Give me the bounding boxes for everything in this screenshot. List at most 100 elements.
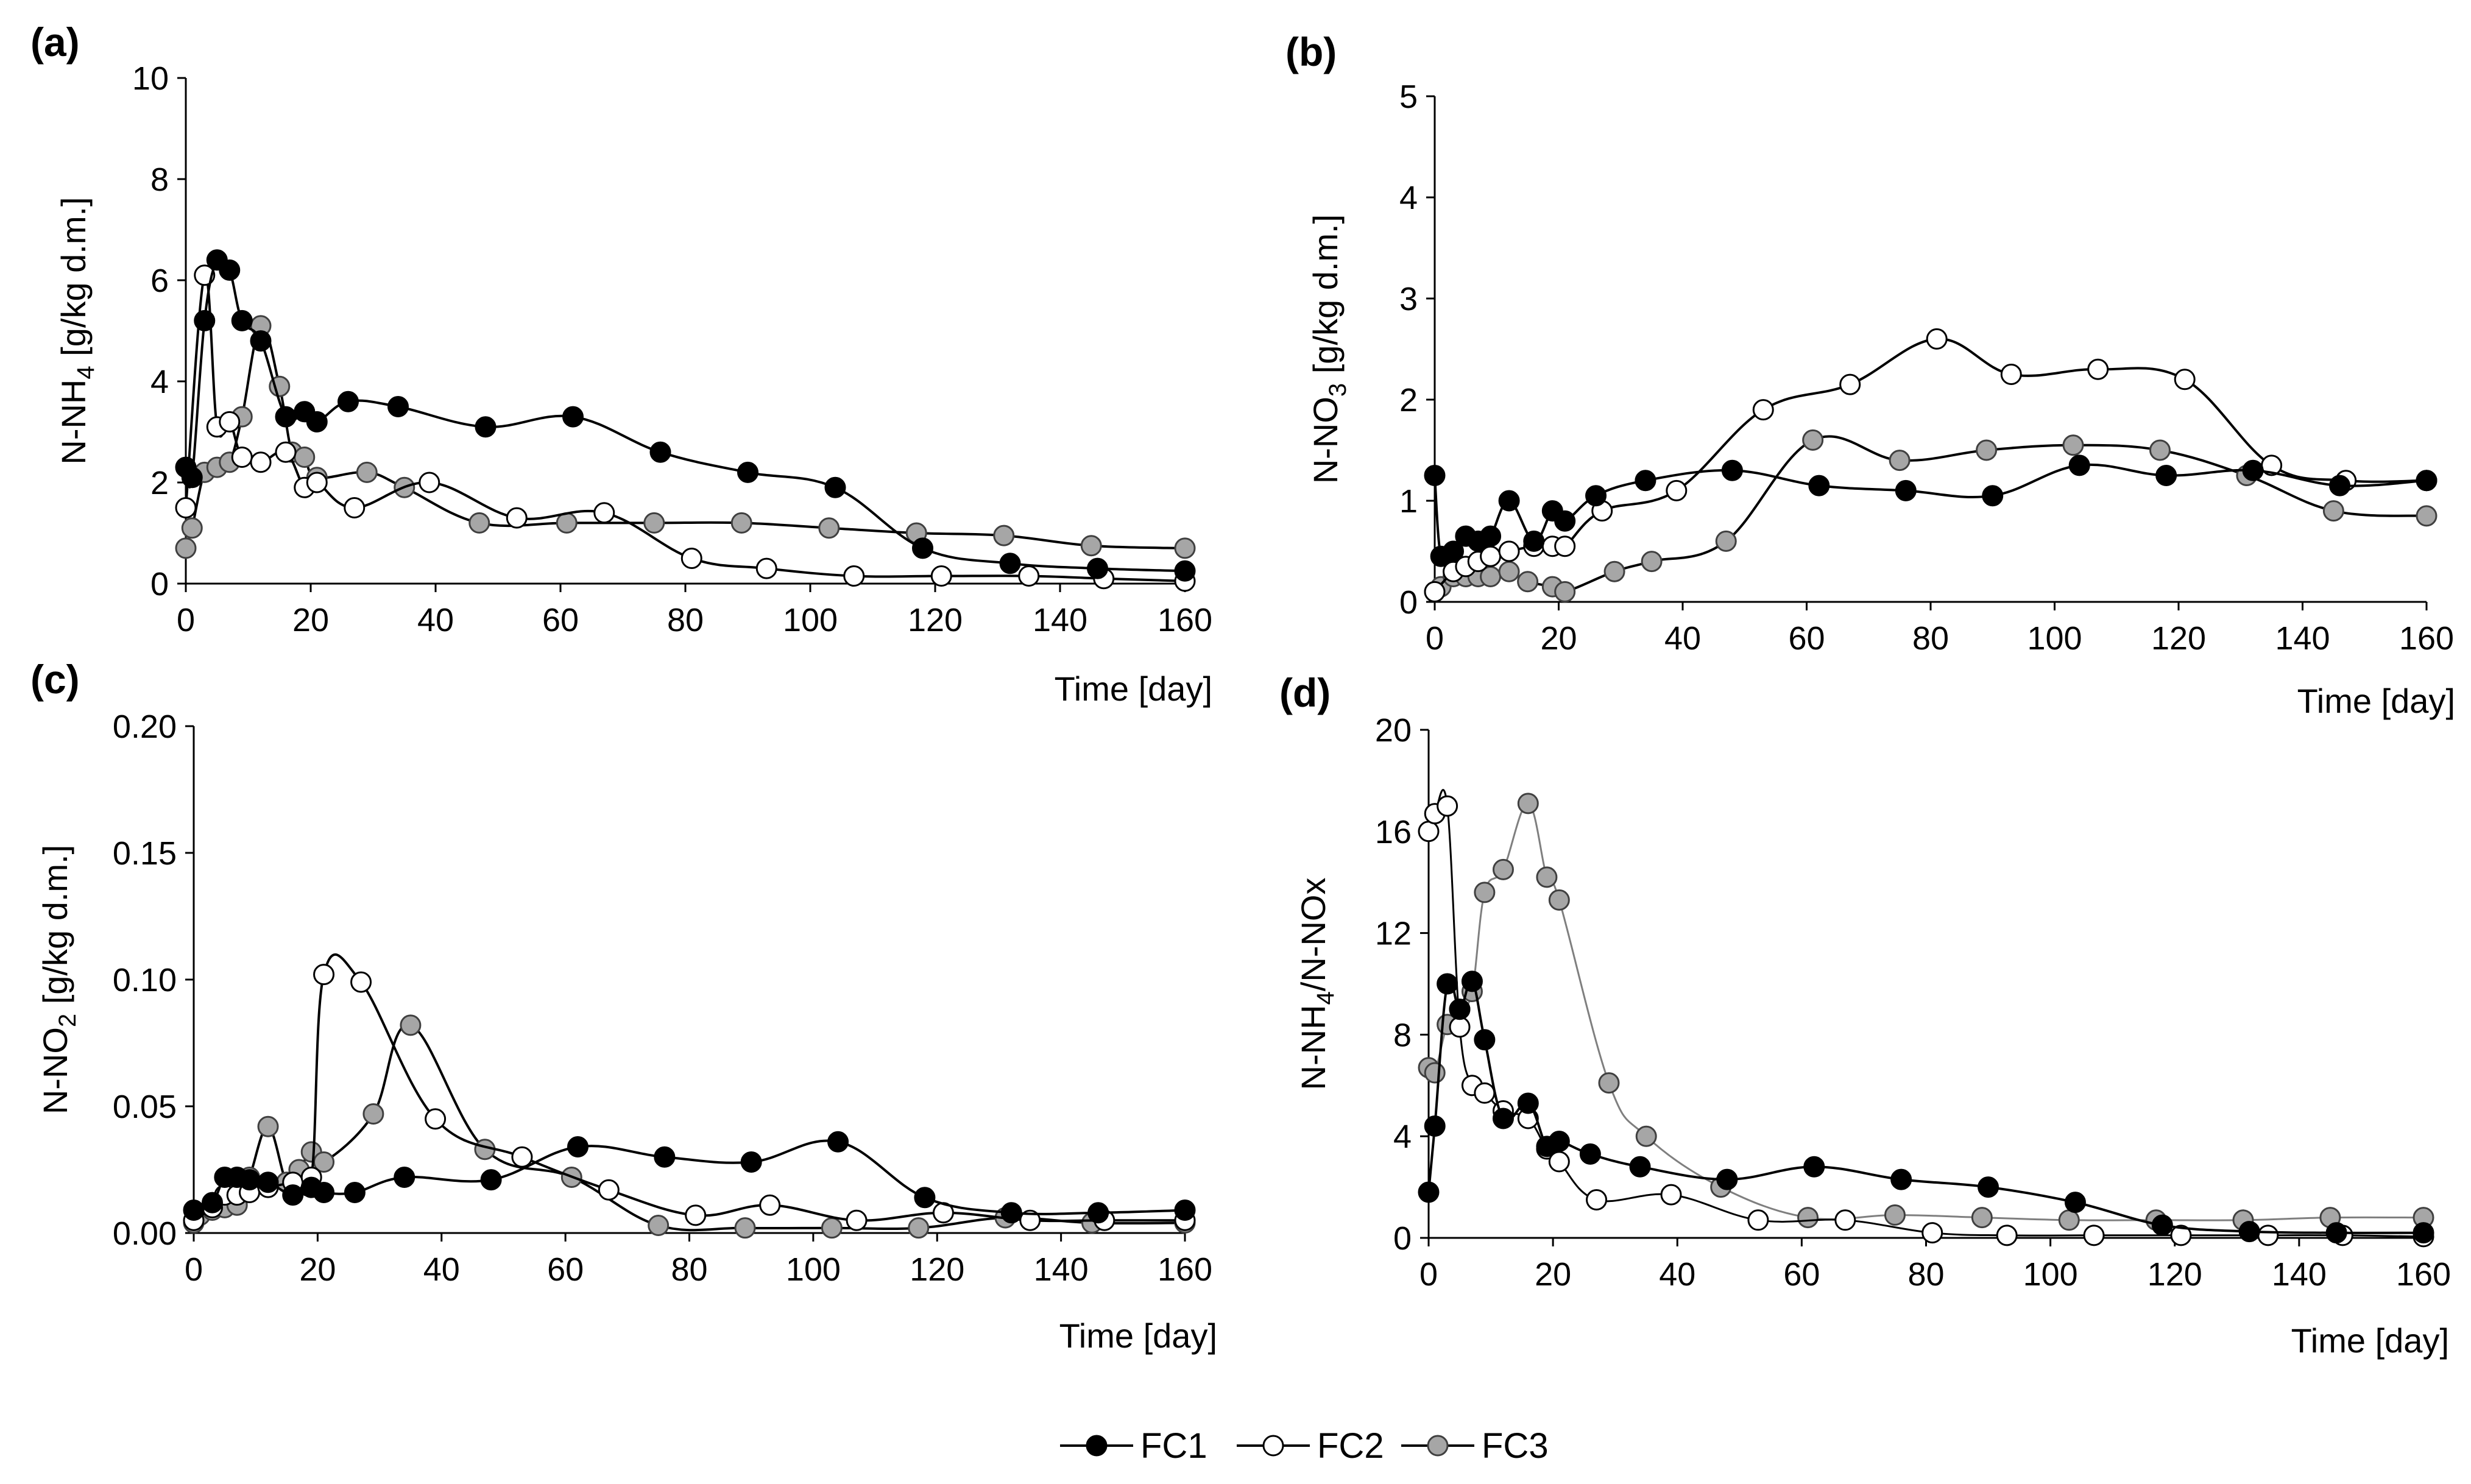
x-tick-label: 160 bbox=[2396, 1256, 2451, 1293]
x-tick-label: 120 bbox=[910, 1251, 964, 1288]
data-point-fc2 bbox=[175, 497, 197, 518]
x-axis-title: Time [day] bbox=[1059, 1316, 1217, 1355]
data-point-fc3 bbox=[175, 537, 197, 559]
data-point-fc2 bbox=[593, 502, 615, 524]
y-tick-label: 4 bbox=[150, 364, 169, 400]
x-tick-label: 160 bbox=[1158, 602, 1212, 638]
y-tick-label: 12 bbox=[1375, 916, 1412, 952]
data-point-fc2 bbox=[350, 971, 372, 993]
data-point-fc2 bbox=[843, 565, 865, 587]
y-tick-label: 16 bbox=[1375, 814, 1412, 850]
panel-d: (d) 0 20 40 60 80 100 120 140 160 0 4 8 12 16 20 Time [d… bbox=[1279, 670, 2451, 1360]
panel-label: (c) bbox=[30, 657, 80, 702]
data-point-fc1 bbox=[1890, 1168, 1912, 1190]
series-fc2 bbox=[183, 953, 1196, 1231]
data-point-fc1 bbox=[1480, 525, 1502, 547]
y-tick-label: 0.15 bbox=[113, 835, 177, 872]
data-point-fc3 bbox=[257, 1115, 279, 1137]
x-tick-label: 0 bbox=[1426, 620, 1444, 657]
data-point-fc3 bbox=[356, 461, 378, 483]
series-line-fc1 bbox=[193, 1139, 1186, 1215]
data-point-fc1 bbox=[1808, 475, 1830, 496]
data-point-fc1 bbox=[1474, 1029, 1496, 1051]
panel-b: (b) 0 20 40 60 80 100 120 140 160 0 1 2 3 4 5 Time [day]… bbox=[1285, 29, 2455, 720]
data-point-fc2 bbox=[219, 411, 241, 433]
data-point-fc2 bbox=[1586, 1189, 1608, 1210]
data-point-fc1 bbox=[338, 390, 359, 412]
data-point-fc3 bbox=[181, 517, 203, 539]
data-point-fc2 bbox=[1660, 1184, 1682, 1206]
data-point-fc1 bbox=[2064, 1192, 2086, 1214]
data-point-fc3 bbox=[1498, 560, 1520, 582]
data-point-fc1 bbox=[2068, 454, 2090, 476]
data-point-fc1 bbox=[257, 1171, 279, 1193]
data-point-fc1 bbox=[649, 441, 671, 463]
panel-label: (d) bbox=[1279, 670, 1331, 715]
data-point-fc1 bbox=[194, 309, 216, 331]
data-point-fc1 bbox=[1418, 1181, 1440, 1203]
data-point-fc3 bbox=[2416, 505, 2437, 527]
data-point-fc3 bbox=[1517, 571, 1539, 593]
data-point-fc1 bbox=[1517, 1092, 1539, 1114]
data-point-fc1 bbox=[2413, 1222, 2434, 1244]
y-tick-label: 8 bbox=[150, 161, 169, 198]
data-point-fc2 bbox=[511, 1146, 533, 1168]
data-point-fc1 bbox=[912, 537, 933, 559]
series-fc2 bbox=[1418, 789, 2434, 1248]
data-point-fc2 bbox=[680, 548, 702, 569]
x-tick-label: 60 bbox=[547, 1251, 584, 1288]
data-point-fc3 bbox=[1536, 866, 1558, 888]
data-point-fc1 bbox=[1982, 485, 2004, 507]
data-point-fc1 bbox=[1424, 465, 1446, 486]
x-tick-label: 100 bbox=[786, 1251, 841, 1288]
data-point-fc1 bbox=[999, 553, 1021, 574]
data-point-fc1 bbox=[1523, 530, 1545, 552]
data-point-fc1 bbox=[1000, 1202, 1022, 1224]
data-point-fc2 bbox=[1921, 1222, 1943, 1244]
data-point-fc1 bbox=[1461, 970, 1483, 992]
data-point-fc1 bbox=[737, 461, 758, 483]
data-point-fc1 bbox=[344, 1181, 366, 1203]
x-tick-label: 60 bbox=[542, 602, 579, 638]
legend-marker bbox=[1262, 1435, 1284, 1457]
x-tick-label: 140 bbox=[1033, 602, 1087, 638]
data-point-fc1 bbox=[1443, 540, 1465, 562]
data-point-fc1 bbox=[1449, 998, 1471, 1020]
data-point-fc2 bbox=[1019, 1209, 1041, 1231]
data-point-fc2 bbox=[1474, 1082, 1496, 1104]
series-fc1 bbox=[1418, 970, 2434, 1244]
data-point-fc1 bbox=[2325, 1222, 2347, 1244]
x-tick-label: 120 bbox=[908, 602, 963, 638]
legend-label: FC2 bbox=[1317, 1426, 1384, 1466]
data-point-fc3 bbox=[993, 525, 1015, 546]
data-point-fc1 bbox=[1437, 973, 1458, 995]
series-fc2 bbox=[175, 264, 1196, 592]
data-point-fc3 bbox=[648, 1215, 670, 1237]
data-point-fc2 bbox=[250, 451, 272, 473]
y-tick-label: 0 bbox=[1399, 584, 1418, 621]
series-fc3 bbox=[175, 315, 1196, 559]
data-point-fc1 bbox=[282, 1184, 304, 1206]
data-point-fc2 bbox=[1424, 581, 1446, 602]
data-point-fc1 bbox=[275, 406, 297, 428]
x-tick-label: 40 bbox=[1659, 1256, 1695, 1293]
data-point-fc3 bbox=[734, 1217, 756, 1239]
series-line-fc3 bbox=[185, 324, 1186, 549]
x-tick-label: 80 bbox=[671, 1251, 707, 1288]
data-point-fc3 bbox=[818, 517, 840, 539]
panel-label: (a) bbox=[30, 19, 80, 65]
data-point-fc1 bbox=[1087, 557, 1108, 579]
data-point-fc3 bbox=[643, 512, 665, 534]
data-point-fc1 bbox=[1585, 485, 1607, 507]
x-tick-label: 0 bbox=[1419, 1256, 1438, 1293]
data-point-fc3 bbox=[1971, 1207, 1993, 1229]
data-point-fc1 bbox=[654, 1146, 676, 1168]
data-point-fc1 bbox=[475, 416, 497, 438]
y-tick-label: 6 bbox=[150, 263, 169, 299]
x-tick-label: 140 bbox=[1034, 1251, 1089, 1288]
data-point-fc1 bbox=[1721, 459, 1743, 481]
data-point-fc3 bbox=[1474, 882, 1496, 903]
series-fc3 bbox=[1418, 793, 2434, 1231]
data-point-fc2 bbox=[2170, 1224, 2192, 1246]
data-point-fc2 bbox=[2257, 1224, 2279, 1246]
